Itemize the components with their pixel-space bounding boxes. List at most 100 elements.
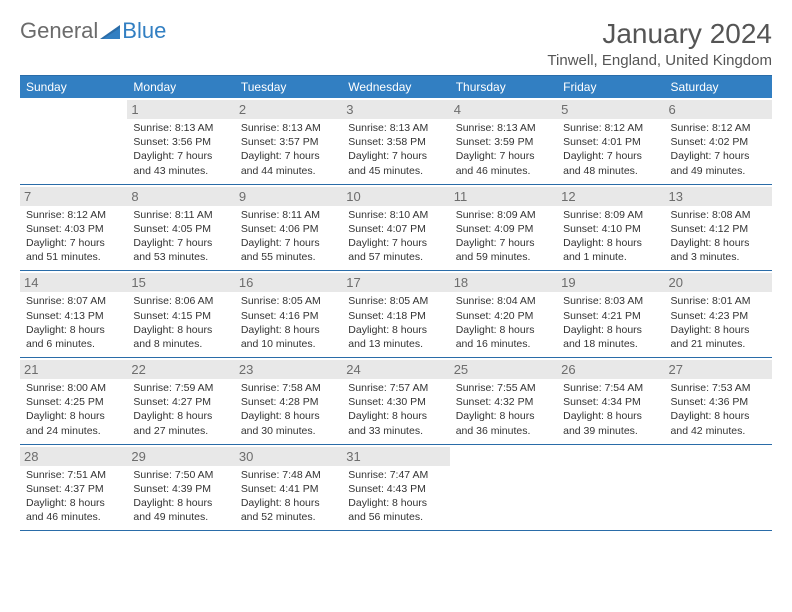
sunrise-line: Sunrise: 8:10 AM [348, 208, 443, 222]
sunset-line: Sunset: 4:01 PM [563, 135, 658, 149]
day-cell: 2Sunrise: 8:13 AMSunset: 3:57 PMDaylight… [235, 98, 342, 184]
day-cell: 31Sunrise: 7:47 AMSunset: 4:43 PMDayligh… [342, 444, 449, 531]
day-number: 24 [342, 360, 449, 379]
day-cell: 13Sunrise: 8:08 AMSunset: 4:12 PMDayligh… [665, 184, 772, 271]
daylight-line: Daylight: 8 hours and 3 minutes. [671, 236, 766, 264]
sunset-line: Sunset: 4:03 PM [26, 222, 121, 236]
sunrise-line: Sunrise: 7:58 AM [241, 381, 336, 395]
day-number: 16 [235, 273, 342, 292]
daylight-line: Daylight: 8 hours and 16 minutes. [456, 323, 551, 351]
day-cell: 17Sunrise: 8:05 AMSunset: 4:18 PMDayligh… [342, 271, 449, 358]
day-header: Thursday [450, 76, 557, 99]
day-number: 18 [450, 273, 557, 292]
calendar-body: 1Sunrise: 8:13 AMSunset: 3:56 PMDaylight… [20, 98, 772, 531]
day-number: 26 [557, 360, 664, 379]
sunset-line: Sunset: 4:16 PM [241, 309, 336, 323]
day-details: Sunrise: 8:11 AMSunset: 4:05 PMDaylight:… [133, 208, 228, 265]
day-number: 11 [450, 187, 557, 206]
sunrise-line: Sunrise: 8:09 AM [563, 208, 658, 222]
day-cell [20, 98, 127, 184]
day-details: Sunrise: 8:04 AMSunset: 4:20 PMDaylight:… [456, 294, 551, 351]
daylight-line: Daylight: 8 hours and 24 minutes. [26, 409, 121, 437]
day-number: 21 [20, 360, 127, 379]
day-number: 20 [665, 273, 772, 292]
day-details: Sunrise: 8:10 AMSunset: 4:07 PMDaylight:… [348, 208, 443, 265]
logo-text-blue: Blue [122, 18, 166, 44]
day-number: 13 [665, 187, 772, 206]
sunrise-line: Sunrise: 7:57 AM [348, 381, 443, 395]
day-details: Sunrise: 8:09 AMSunset: 4:10 PMDaylight:… [563, 208, 658, 265]
sunset-line: Sunset: 4:07 PM [348, 222, 443, 236]
day-number: 2 [235, 100, 342, 119]
day-number: 27 [665, 360, 772, 379]
day-cell: 7Sunrise: 8:12 AMSunset: 4:03 PMDaylight… [20, 184, 127, 271]
sunset-line: Sunset: 4:18 PM [348, 309, 443, 323]
page-header: General Blue January 2024 Tinwell, Engla… [20, 18, 772, 69]
day-details: Sunrise: 8:09 AMSunset: 4:09 PMDaylight:… [456, 208, 551, 265]
sunrise-line: Sunrise: 8:11 AM [133, 208, 228, 222]
day-number: 6 [665, 100, 772, 119]
day-details: Sunrise: 8:13 AMSunset: 3:58 PMDaylight:… [348, 121, 443, 178]
week-row: 28Sunrise: 7:51 AMSunset: 4:37 PMDayligh… [20, 444, 772, 531]
sunset-line: Sunset: 4:30 PM [348, 395, 443, 409]
sunset-line: Sunset: 4:21 PM [563, 309, 658, 323]
day-number: 14 [20, 273, 127, 292]
day-cell: 26Sunrise: 7:54 AMSunset: 4:34 PMDayligh… [557, 358, 664, 445]
sunset-line: Sunset: 4:41 PM [241, 482, 336, 496]
day-cell: 29Sunrise: 7:50 AMSunset: 4:39 PMDayligh… [127, 444, 234, 531]
location: Tinwell, England, United Kingdom [547, 52, 772, 69]
sunset-line: Sunset: 4:20 PM [456, 309, 551, 323]
daylight-line: Daylight: 8 hours and 42 minutes. [671, 409, 766, 437]
daylight-line: Daylight: 7 hours and 57 minutes. [348, 236, 443, 264]
day-cell: 19Sunrise: 8:03 AMSunset: 4:21 PMDayligh… [557, 271, 664, 358]
day-number: 15 [127, 273, 234, 292]
day-details: Sunrise: 8:05 AMSunset: 4:16 PMDaylight:… [241, 294, 336, 351]
daylight-line: Daylight: 7 hours and 55 minutes. [241, 236, 336, 264]
sunrise-line: Sunrise: 8:13 AM [133, 121, 228, 135]
daylight-line: Daylight: 8 hours and 30 minutes. [241, 409, 336, 437]
sunrise-line: Sunrise: 8:03 AM [563, 294, 658, 308]
day-cell: 11 Sunrise: 8:09 AMSunset: 4:09 PMDayligh… [450, 184, 557, 271]
month-title: January 2024 [547, 18, 772, 50]
week-row: 21Sunrise: 8:00 AMSunset: 4:25 PMDayligh… [20, 358, 772, 445]
sunset-line: Sunset: 4:13 PM [26, 309, 121, 323]
day-header: Sunday [20, 76, 127, 99]
daylight-line: Daylight: 8 hours and 36 minutes. [456, 409, 551, 437]
day-cell: 28Sunrise: 7:51 AMSunset: 4:37 PMDayligh… [20, 444, 127, 531]
day-cell: 1Sunrise: 8:13 AMSunset: 3:56 PMDaylight… [127, 98, 234, 184]
day-cell: 6Sunrise: 8:12 AMSunset: 4:02 PMDaylight… [665, 98, 772, 184]
sunrise-line: Sunrise: 8:13 AM [456, 121, 551, 135]
sunrise-line: Sunrise: 8:05 AM [241, 294, 336, 308]
day-cell: 16 Sunrise: 8:05 AMSunset: 4:16 PMDayligh… [235, 271, 342, 358]
day-number: 4 [450, 100, 557, 119]
day-details: Sunrise: 8:11 AMSunset: 4:06 PMDaylight:… [241, 208, 336, 265]
day-details: Sunrise: 7:57 AMSunset: 4:30 PMDaylight:… [348, 381, 443, 438]
day-details: Sunrise: 8:12 AMSunset: 4:01 PMDaylight:… [563, 121, 658, 178]
daylight-line: Daylight: 7 hours and 53 minutes. [133, 236, 228, 264]
week-row: 14Sunrise: 8:07 AMSunset: 4:13 PMDayligh… [20, 271, 772, 358]
sunrise-line: Sunrise: 8:06 AM [133, 294, 228, 308]
day-cell: 4Sunrise: 8:13 AMSunset: 3:59 PMDaylight… [450, 98, 557, 184]
sunset-line: Sunset: 4:06 PM [241, 222, 336, 236]
day-number: 17 [342, 273, 449, 292]
daylight-line: Daylight: 7 hours and 51 minutes. [26, 236, 121, 264]
day-cell: 14Sunrise: 8:07 AMSunset: 4:13 PMDayligh… [20, 271, 127, 358]
calendar-head: SundayMondayTuesdayWednesdayThursdayFrid… [20, 76, 772, 99]
day-details: Sunrise: 7:51 AMSunset: 4:37 PMDaylight:… [26, 468, 121, 525]
daylight-line: Daylight: 8 hours and 8 minutes. [133, 323, 228, 351]
day-cell: 25Sunrise: 7:55 AMSunset: 4:32 PMDayligh… [450, 358, 557, 445]
sunset-line: Sunset: 4:36 PM [671, 395, 766, 409]
day-cell: 5Sunrise: 8:12 AMSunset: 4:01 PMDaylight… [557, 98, 664, 184]
day-number: 12 [557, 187, 664, 206]
sunset-line: Sunset: 4:05 PM [133, 222, 228, 236]
sunset-line: Sunset: 4:27 PM [133, 395, 228, 409]
sunrise-line: Sunrise: 7:55 AM [456, 381, 551, 395]
day-cell: 8Sunrise: 8:11 AMSunset: 4:05 PMDaylight… [127, 184, 234, 271]
day-details: Sunrise: 8:01 AMSunset: 4:23 PMDaylight:… [671, 294, 766, 351]
title-block: January 2024 Tinwell, England, United Ki… [547, 18, 772, 69]
day-cell: 20 Sunrise: 8:01 AMSunset: 4:23 PMDayligh… [665, 271, 772, 358]
day-header: Monday [127, 76, 234, 99]
day-details: Sunrise: 8:06 AMSunset: 4:15 PMDaylight:… [133, 294, 228, 351]
day-cell: 23Sunrise: 7:58 AMSunset: 4:28 PMDayligh… [235, 358, 342, 445]
sunrise-line: Sunrise: 8:13 AM [348, 121, 443, 135]
